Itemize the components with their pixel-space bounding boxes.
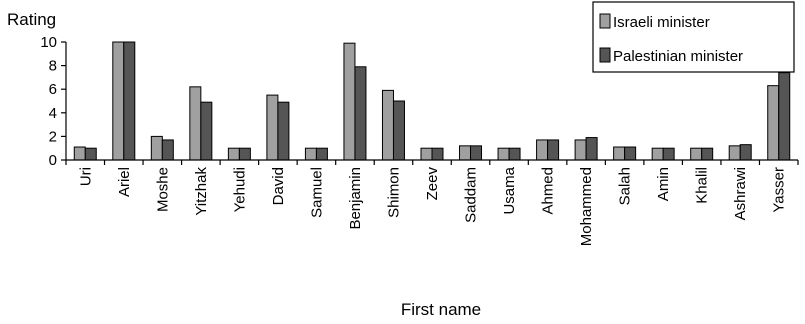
x-ticks: Uri Ariel Moshe Yitzhak Yehudi David Samuel Ben… [65, 160, 799, 246]
bar-palestinian-minister-ariel [123, 41, 136, 161]
x-tick-label-yasser: Yasser [771, 167, 788, 213]
x-tick-label-yehudi: Yehudi [231, 167, 248, 212]
bar-israeli-minister-mohammed [574, 139, 587, 161]
bar-palestinian-minister-amin [662, 147, 675, 161]
bar-palestinian-minister-yehudi [238, 147, 251, 161]
bar-israeli-minister-uri [73, 146, 86, 161]
x-tick-label-yitzhak: Yitzhak [193, 167, 210, 216]
bar-israeli-minister-zeev [420, 147, 433, 161]
bar-israeli-minister-yehudi [227, 147, 240, 161]
bar-israeli-minister-shimon [381, 89, 394, 161]
x-tick-label-uri: Uri [77, 167, 94, 186]
x-tick-label-mohammed: Mohammed [578, 167, 595, 246]
bar-palestinian-minister-shimon [392, 100, 405, 161]
legend-swatch-israeli [599, 13, 611, 29]
legend-box [592, 1, 795, 73]
y-ticks: 0 2 4 6 8 10 [40, 34, 66, 169]
y-tick-label: 8 [49, 58, 57, 75]
x-tick-label-ariel: Ariel [116, 167, 133, 197]
bar-palestinian-minister-salah [624, 146, 637, 161]
x-tick-label-samuel: Samuel [308, 167, 325, 218]
bar-israeli-minister-benjamin [343, 42, 356, 161]
x-axis-title: First name [401, 300, 481, 319]
bar-palestinian-minister-ashrawi [739, 144, 752, 161]
bar-palestinian-minister-moshe [161, 139, 174, 161]
x-tick-label-zeev: Zeev [424, 167, 441, 201]
bar-palestinian-minister-zeev [431, 147, 444, 161]
bar-palestinian-minister-david [277, 101, 290, 161]
x-tick-label-usama: Usama [501, 166, 518, 214]
x-tick-label-moshe: Moshe [154, 167, 171, 212]
bar-palestinian-minister-mohammed [585, 137, 598, 161]
bar-palestinian-minister-uri [84, 147, 97, 161]
x-tick-label-khalil: Khalil [694, 167, 711, 204]
bars-layer [73, 41, 791, 161]
bar-israeli-minister-usama [497, 147, 510, 161]
bar-israeli-minister-david [266, 94, 279, 161]
bar-israeli-minister-khalil [690, 147, 703, 161]
bar-palestinian-minister-samuel [315, 147, 328, 161]
bar-palestinian-minister-yasser [778, 72, 791, 161]
x-tick-label-salah: Salah [617, 167, 634, 205]
bar-israeli-minister-amin [651, 147, 664, 161]
x-tick-label-amin: Amin [655, 167, 672, 201]
bar-israeli-minister-ashrawi [728, 145, 741, 161]
y-tick-label: 2 [49, 128, 57, 145]
x-tick-label-shimon: Shimon [385, 167, 402, 218]
x-tick-label-david: David [270, 167, 287, 205]
y-tick-label: 4 [49, 105, 57, 122]
bar-israeli-minister-saddam [459, 145, 472, 161]
y-axis-title: Rating [7, 10, 56, 29]
x-tick-label-ahmed: Ahmed [540, 167, 557, 215]
axes-layer [65, 42, 798, 161]
y-tick-label: 0 [49, 152, 57, 169]
legend-swatch-palestinian [599, 47, 611, 63]
bar-israeli-minister-yasser [767, 85, 780, 161]
bar-palestinian-minister-saddam [470, 145, 483, 161]
y-tick-label: 6 [49, 81, 57, 98]
legend-label-palestinian: Palestinian minister [613, 48, 743, 65]
bar-israeli-minister-moshe [150, 135, 163, 161]
bar-israeli-minister-samuel [304, 147, 317, 161]
bar-palestinian-minister-ahmed [547, 139, 560, 161]
legend: Israeli minister Palestinian minister [592, 1, 795, 73]
bar-palestinian-minister-usama [508, 147, 521, 161]
x-tick-label-ashrawi: Ashrawi [732, 167, 749, 220]
bar-israeli-minister-yitzhak [189, 86, 202, 161]
x-tick-label-benjamin: Benjamin [347, 167, 364, 230]
y-tick-label: 10 [40, 34, 57, 51]
legend-label-israeli: Israeli minister [613, 14, 710, 31]
bar-israeli-minister-salah [613, 146, 626, 161]
x-tick-label-saddam: Saddam [463, 167, 480, 223]
bar-israeli-minister-ahmed [536, 139, 549, 161]
bar-israeli-minister-ariel [112, 41, 125, 161]
bar-palestinian-minister-benjamin [354, 66, 367, 161]
bar-palestinian-minister-yitzhak [200, 101, 213, 161]
bar-palestinian-minister-khalil [701, 147, 714, 161]
